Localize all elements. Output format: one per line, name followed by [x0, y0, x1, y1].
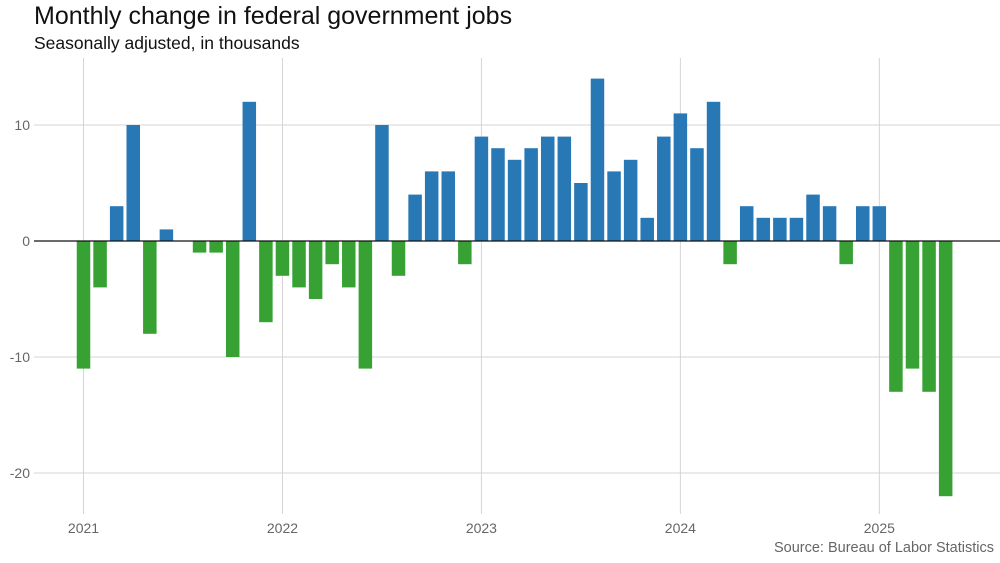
y-tick-label: 10: [14, 117, 30, 133]
bar: [673, 113, 688, 241]
bar: [474, 136, 489, 241]
bar: [822, 206, 837, 241]
source-note: Source: Bureau of Labor Statistics: [773, 540, 994, 556]
bar: [491, 148, 505, 241]
bar: [690, 148, 704, 241]
bar: [458, 241, 472, 265]
bar: [192, 241, 207, 253]
bar: [540, 136, 555, 241]
bar: [706, 101, 721, 241]
bar: [507, 159, 522, 241]
bar: [756, 217, 771, 241]
bar: [391, 241, 406, 276]
bar: [441, 171, 456, 241]
y-axis-tick-labels: -20 -10 0 10: [10, 117, 30, 481]
bar: [723, 241, 737, 265]
y-tick-label: -10: [10, 349, 30, 365]
bar: [789, 217, 804, 241]
bar: [524, 148, 538, 241]
x-tick-label: 2021: [68, 520, 99, 536]
bar: [342, 241, 356, 288]
bar: [905, 241, 920, 369]
bar: [856, 206, 870, 241]
bar: [308, 241, 323, 299]
bar: [889, 241, 903, 392]
x-tick-label: 2023: [466, 520, 497, 536]
bar: [93, 241, 107, 288]
gridlines: [34, 58, 1000, 514]
bar: [275, 241, 290, 276]
bar: [574, 183, 588, 241]
x-tick-label: 2022: [267, 520, 298, 536]
x-axis-tick-labels: 2021 2022 2023 2024 2025: [68, 520, 895, 536]
bar: [839, 241, 853, 265]
bar: [209, 241, 223, 253]
bar: [607, 171, 621, 241]
bar: [424, 171, 439, 241]
bar: [259, 241, 273, 323]
bar: [872, 206, 887, 241]
chart-title: Monthly change in federal government job…: [34, 2, 513, 30]
bar: [375, 125, 389, 241]
bar: [109, 206, 124, 241]
chart-subtitle: Seasonally adjusted, in thousands: [34, 33, 300, 53]
bar: [806, 194, 820, 241]
bar: [159, 229, 174, 241]
bar: [938, 241, 953, 497]
bar: [126, 125, 140, 241]
bar: [325, 241, 339, 265]
bar: [590, 78, 605, 241]
bar: [739, 206, 754, 241]
bar: [657, 136, 671, 241]
bar: [358, 241, 373, 369]
bar: [922, 241, 936, 392]
bar: [557, 136, 572, 241]
bar: [408, 194, 422, 241]
bars: [76, 78, 953, 497]
bar: [242, 101, 257, 241]
bar: [225, 241, 240, 357]
bar: [773, 217, 787, 241]
y-tick-label: -20: [10, 465, 30, 481]
y-tick-label: 0: [22, 233, 30, 249]
x-tick-label: 2024: [665, 520, 696, 536]
bar: [640, 217, 654, 241]
bar: [76, 241, 91, 369]
bar: [143, 241, 157, 334]
x-tick-label: 2025: [864, 520, 895, 536]
bar: [292, 241, 306, 288]
bar: [623, 159, 638, 241]
